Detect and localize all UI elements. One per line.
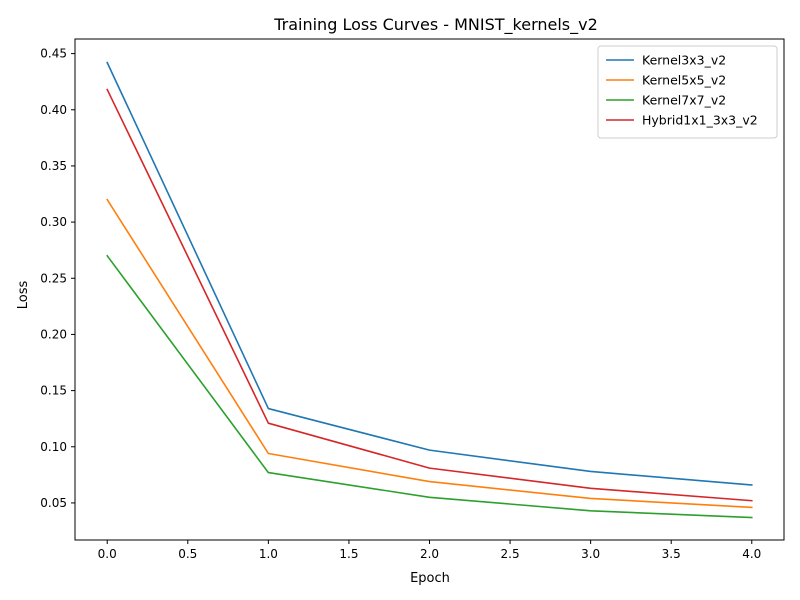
y-tick-label: 0.10 [40,440,67,454]
series-line-kernel5x5-v2 [106,198,753,509]
y-tick-label: 0.45 [40,47,67,61]
x-axis-label: Epoch [410,571,450,586]
legend-entry-label: Kernel7x7_v2 [642,93,726,108]
x-tick-label: 4.0 [742,547,761,561]
y-tick-label: 0.20 [40,327,67,341]
series-lines [106,61,753,519]
y-axis-ticks: 0.05 0.10 0.15 0.20 0.25 0.30 0.35 0.40 0.45 [40,47,75,510]
y-tick-label: 0.30 [40,215,67,229]
x-tick-label: 2.5 [501,547,520,561]
x-tick-label: 0.0 [98,547,117,561]
y-tick-label: 0.15 [40,384,67,398]
x-tick-label: 3.0 [581,547,600,561]
legend-entry-label: Hybrid1x1_3x3_v2 [642,113,758,128]
series-line-kernel7x7-v2 [106,254,753,519]
y-axis-label: Loss [16,281,31,310]
series-line-kernel3x3-v2 [106,61,753,486]
y-tick-label: 0.05 [40,496,67,510]
legend-box [597,45,778,139]
legend-entry-label: Kernel5x5_v2 [642,73,726,88]
y-tick-label: 0.35 [40,159,67,173]
y-tick-label: 0.40 [40,103,67,117]
x-tick-label: 1.0 [259,547,278,561]
x-axis-ticks: 0.0 0.5 1.0 1.5 2.0 2.5 3.0 3.5 4.0 [98,540,761,561]
plot-frame [74,38,785,541]
y-tick-label: 0.25 [40,271,67,285]
legend: Kernel3x3_v2 Kernel5x5_v2 Kernel7x7_v2 Hybr… [597,45,778,139]
x-tick-label: 2.0 [420,547,439,561]
chart-title: Training Loss Curves - MNIST_kernels_v2 [273,15,598,35]
x-tick-label: 1.5 [339,547,358,561]
x-tick-label: 3.5 [662,547,681,561]
legend-entry-label: Kernel3x3_v2 [642,53,726,68]
x-tick-label: 0.5 [178,547,197,561]
series-line-hybrid1x1-3x3-v2 [106,88,753,502]
